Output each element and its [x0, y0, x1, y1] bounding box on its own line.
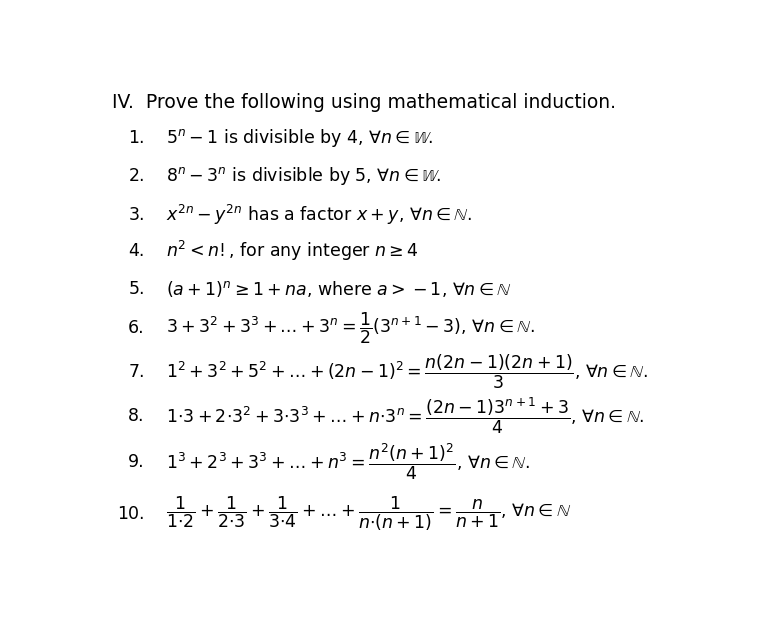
Text: 3.: 3. — [128, 206, 145, 224]
Text: IV.  Prove the following using mathematical induction.: IV. Prove the following using mathematic… — [112, 93, 616, 112]
Text: 5.: 5. — [128, 279, 145, 298]
Text: 9.: 9. — [128, 453, 145, 471]
Text: $n^2 < n!$, for any integer $n \geq 4$: $n^2 < n!$, for any integer $n \geq 4$ — [166, 239, 419, 263]
Text: $8^n - 3^n$ is divisible by 5, $\forall n \in \mathbb{W}$.: $8^n - 3^n$ is divisible by 5, $\forall … — [166, 165, 442, 187]
Text: $5^n - 1$ is divisible by 4, $\forall n \in \mathbb{W}$.: $5^n - 1$ is divisible by 4, $\forall n … — [166, 126, 433, 149]
Text: 7.: 7. — [128, 363, 145, 381]
Text: $(a+1)^n \geq 1 + na$, where $a > -1$, $\forall n \in \mathbb{N}$: $(a+1)^n \geq 1 + na$, where $a > -1$, $… — [166, 279, 512, 299]
Text: 2.: 2. — [128, 167, 145, 185]
Text: $3 + 3^2 + 3^3 + \ldots + 3^n = \dfrac{1}{2}(3^{n+1} - 3)$, $\forall n \in \math: $3 + 3^2 + 3^3 + \ldots + 3^n = \dfrac{1… — [166, 311, 535, 346]
Text: 8.: 8. — [128, 407, 145, 425]
Text: 6.: 6. — [128, 319, 145, 337]
Text: $1^3 + 2^3 + 3^3 + \ldots + n^3 = \dfrac{n^2(n+1)^2}{4}$, $\forall n \in \mathbb: $1^3 + 2^3 + 3^3 + \ldots + n^3 = \dfrac… — [166, 442, 531, 483]
Text: $1^2 + 3^2 + 5^2 + \ldots + (2n-1)^2 = \dfrac{n(2n-1)(2n+1)}{3}$, $\forall n \in: $1^2 + 3^2 + 5^2 + \ldots + (2n-1)^2 = \… — [166, 352, 648, 391]
Text: 4.: 4. — [128, 242, 145, 260]
Text: $1{\cdot}3 + 2{\cdot}3^2 + 3{\cdot}3^3 + \ldots + n{\cdot}3^n = \dfrac{(2n-1)3^{: $1{\cdot}3 + 2{\cdot}3^2 + 3{\cdot}3^3 +… — [166, 396, 644, 436]
Text: 1.: 1. — [128, 129, 145, 146]
Text: $\dfrac{1}{1{\cdot}2} + \dfrac{1}{2{\cdot}3} + \dfrac{1}{3{\cdot}4} + \ldots + \: $\dfrac{1}{1{\cdot}2} + \dfrac{1}{2{\cdo… — [166, 494, 572, 533]
Text: $x^{2n} - y^{2n}$ has a factor $x + y$, $\forall n \in \mathbb{N}$.: $x^{2n} - y^{2n}$ has a factor $x + y$, … — [166, 202, 472, 227]
Text: 10.: 10. — [118, 505, 145, 523]
